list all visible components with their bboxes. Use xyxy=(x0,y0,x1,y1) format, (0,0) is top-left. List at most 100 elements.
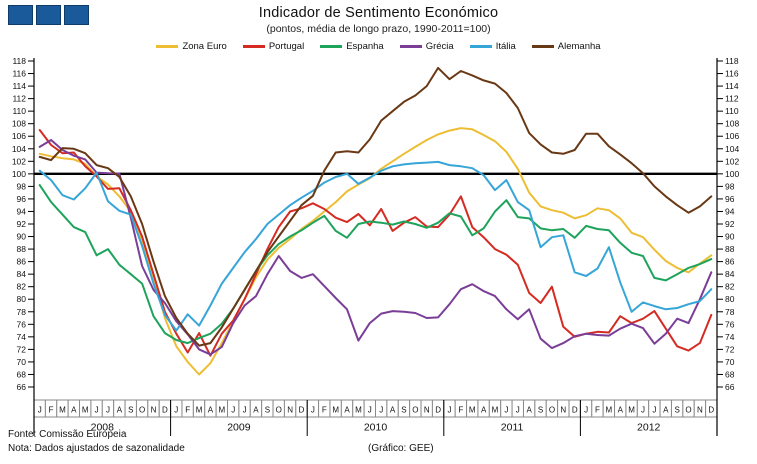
logo-square xyxy=(36,5,61,25)
y-axis-label-left: 100 xyxy=(12,169,26,179)
series-line-espanha xyxy=(38,184,713,345)
month-label: A xyxy=(618,406,624,415)
y-axis-label-left: 114 xyxy=(12,81,26,91)
month-label: M xyxy=(628,406,635,415)
month-label: M xyxy=(196,406,203,415)
series-line-grecia xyxy=(38,139,713,356)
legend-item-alemanha: Alemanha xyxy=(531,41,601,52)
y-axis-label-left: 102 xyxy=(12,156,26,166)
y-axis-label-right: 84 xyxy=(725,269,735,279)
legend-label: Espanha xyxy=(346,41,384,52)
month-label: N xyxy=(424,406,430,415)
legend-dash-icon xyxy=(469,45,492,48)
month-label: A xyxy=(253,406,259,415)
month-label: F xyxy=(185,406,190,415)
month-label: A xyxy=(117,406,123,415)
y-axis-label-left: 90 xyxy=(17,232,27,242)
legend-item-grecia: Grécia xyxy=(399,41,454,52)
month-label: O xyxy=(139,406,145,415)
month-label: F xyxy=(49,406,54,415)
y-axis-label-right: 94 xyxy=(725,206,735,216)
y-axis-label-right: 86 xyxy=(725,257,735,267)
legend-label: Grécia xyxy=(425,41,454,52)
month-label: M xyxy=(355,406,362,415)
y-axis-label-right: 102 xyxy=(725,156,739,166)
y-axis-label-right: 116 xyxy=(725,69,739,79)
month-label: D xyxy=(708,406,714,415)
y-axis-label-left: 80 xyxy=(17,294,27,304)
y-axis-label-left: 86 xyxy=(17,257,27,267)
month-label: O xyxy=(412,406,418,415)
month-label: S xyxy=(674,406,679,415)
year-label: 2012 xyxy=(637,422,661,434)
month-label: D xyxy=(162,406,168,415)
month-label: A xyxy=(344,406,350,415)
footer-source: Fonte: Comissão Europeia xyxy=(8,429,127,440)
y-axis-label-left: 74 xyxy=(17,332,27,342)
legend-dash-icon xyxy=(320,45,343,48)
year-label: 2009 xyxy=(227,422,251,434)
year-label: 2010 xyxy=(364,422,388,434)
series-line-alemanha xyxy=(38,66,713,347)
month-label: S xyxy=(265,406,270,415)
month-label: J xyxy=(38,406,42,415)
y-axis-label-left: 96 xyxy=(17,194,27,204)
y-axis-label-left: 78 xyxy=(17,307,27,317)
month-label: J xyxy=(311,406,315,415)
gee-logo xyxy=(8,5,89,25)
y-axis-label-right: 114 xyxy=(725,81,739,91)
legend-dash-icon xyxy=(156,45,179,48)
logo-square xyxy=(64,5,89,25)
chart-legend: Zona Euro Portugal Espanha Grécia Itália Alem… xyxy=(0,41,757,52)
y-axis-label-right: 68 xyxy=(725,369,735,379)
month-label: J xyxy=(95,406,99,415)
y-axis-label-left: 104 xyxy=(12,144,26,154)
y-axis-label-right: 112 xyxy=(725,94,739,104)
y-axis-label-right: 90 xyxy=(725,232,735,242)
month-label: J xyxy=(641,406,645,415)
y-axis-label-left: 92 xyxy=(17,219,27,229)
logo-square xyxy=(8,5,33,25)
series-line-portugal xyxy=(38,129,713,357)
y-axis-label-left: 68 xyxy=(17,369,27,379)
month-label: D xyxy=(435,406,441,415)
month-label: D xyxy=(299,406,305,415)
y-axis-label-right: 100 xyxy=(725,169,739,179)
y-axis-label-left: 82 xyxy=(17,282,27,292)
y-axis-label-right: 88 xyxy=(725,244,735,254)
y-axis-label-left: 106 xyxy=(12,131,26,141)
month-label: J xyxy=(243,406,247,415)
month-label: M xyxy=(332,406,339,415)
month-label: M xyxy=(606,406,613,415)
y-axis-label-left: 98 xyxy=(17,181,27,191)
month-label: F xyxy=(458,406,463,415)
month-label: N xyxy=(151,406,157,415)
legend-label: Zona Euro xyxy=(182,41,227,52)
y-axis-label-right: 82 xyxy=(725,282,735,292)
y-axis-label-right: 70 xyxy=(725,357,735,367)
y-axis-label-right: 72 xyxy=(725,344,735,354)
month-label: D xyxy=(572,406,578,415)
y-axis-label-right: 110 xyxy=(725,106,739,116)
month-label: S xyxy=(128,406,133,415)
month-label: N xyxy=(287,406,293,415)
chart-title: Indicador de Sentimento Económico xyxy=(258,5,499,21)
y-axis-label-right: 92 xyxy=(725,219,735,229)
month-label: O xyxy=(685,406,691,415)
month-label: N xyxy=(697,406,703,415)
month-label: J xyxy=(174,406,178,415)
month-label: A xyxy=(663,406,669,415)
y-axis-label-left: 72 xyxy=(17,344,27,354)
month-label: A xyxy=(71,406,77,415)
month-label: J xyxy=(368,406,372,415)
y-axis-label-left: 94 xyxy=(17,206,27,216)
month-label: A xyxy=(390,406,396,415)
month-label: M xyxy=(218,406,225,415)
month-label: J xyxy=(504,406,508,415)
legend-dash-icon xyxy=(399,45,422,48)
month-label: S xyxy=(401,406,406,415)
legend-item-portugal: Portugal xyxy=(242,41,304,52)
y-axis-label-left: 118 xyxy=(12,56,26,66)
y-axis-label-right: 74 xyxy=(725,332,735,342)
